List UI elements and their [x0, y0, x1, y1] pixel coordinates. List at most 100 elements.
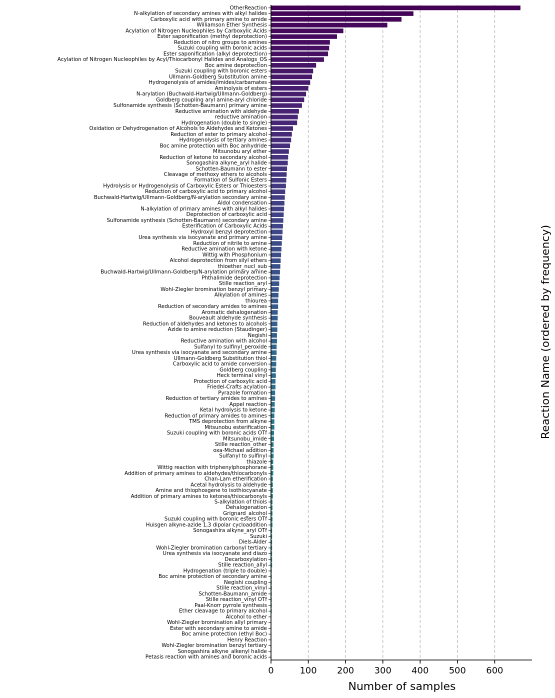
bar	[271, 137, 292, 143]
y-tick-label: Goldberg coupling	[220, 367, 267, 373]
bar	[271, 189, 286, 195]
bar	[271, 166, 288, 172]
y-tick-label: Sulfonamide synthesis (Schotten-Baumann)…	[113, 103, 267, 109]
y-tick-label: reductive amination	[215, 115, 267, 121]
y-tick-label: Friedel-Crafts acylation	[207, 385, 267, 391]
y-tick-label: Suzuki coupling with boronic esters	[175, 69, 267, 75]
bar	[271, 91, 307, 97]
bar	[271, 22, 388, 28]
bar	[271, 310, 278, 315]
bar	[271, 488, 273, 493]
y-tick-label: Reduction of nitro groups to amines	[174, 40, 267, 46]
bar	[271, 528, 273, 534]
bar	[271, 557, 273, 562]
y-tick-label: thioether_nucl_sub	[218, 264, 268, 270]
y-tick-label: Bouveault aldehyde synthesis	[189, 316, 267, 322]
y-tick-label: Urea synthesis via isocyanate and second…	[132, 350, 267, 356]
bar	[271, 511, 273, 516]
y-tick-label: Reduction of nitrile to amine	[193, 241, 267, 247]
y-tick-label: Reduction of primary amides to amines	[165, 413, 268, 419]
y-tick-label: Mitsunobu_imide	[223, 436, 267, 442]
bar	[271, 356, 277, 361]
bar	[271, 350, 277, 355]
bar	[271, 114, 298, 120]
y-tick-label: Amine and thiophosgene to isothiocyanate	[156, 488, 268, 494]
x-tick-label: 0	[268, 667, 274, 677]
bar	[271, 453, 274, 459]
y-tick-label: Ester saponification (methyl deprotectio…	[157, 34, 267, 40]
bar	[271, 413, 275, 419]
y-tick-label: Alcohol deprotection from silyl ethers	[170, 258, 268, 264]
y-tick-label: Sonogashira alkyne_alkenyl halide	[178, 649, 267, 655]
y-tick-label: Mitsunobu aryl ether	[213, 149, 268, 155]
x-tick-label: 100	[300, 667, 317, 677]
y-tick-label: Reduction of tertiary amides to amines	[166, 396, 268, 402]
bar	[271, 206, 285, 212]
y-tick-label: Wohl-Ziegler bromination benzyl tertiary	[162, 643, 267, 649]
bar	[271, 396, 276, 401]
x-axis-label: Number of samples	[348, 680, 456, 693]
y-tick-label: Boc amine protection (ethyl Boc)	[182, 632, 268, 638]
bar	[271, 281, 280, 286]
y-tick-label: Pyrazole formation	[218, 390, 267, 396]
bar	[271, 419, 275, 424]
y-tick-label: Schotten-Baumann_amide	[199, 591, 267, 597]
bar	[271, 402, 275, 407]
y-tick-label: Reductive amination with alcohol	[181, 339, 267, 345]
x-tick-label: 600	[486, 667, 503, 677]
y-tick-label: Protection of carboxylic acid	[194, 379, 267, 385]
bar	[271, 493, 273, 499]
bar	[271, 338, 277, 344]
bar	[271, 45, 330, 51]
y-tick-label: Deprotection of carboxylic acid	[186, 212, 267, 218]
bar	[271, 315, 278, 321]
y-tick-label: Carboxylic acid to amide conversion	[173, 362, 267, 368]
bar	[271, 120, 298, 126]
y-tick-label: Wittig with Phosphonium	[202, 252, 267, 258]
y-tick-label: Hydroxyl benzyl deprotection	[191, 229, 267, 235]
y-tick-label: Oxidation or Dehydrogenation of Alcohols…	[89, 126, 267, 132]
y-tick-label: Alcohol to ether	[226, 614, 268, 620]
y-tick-label: Ester saponification (alkyl deprotection…	[163, 51, 267, 57]
bar	[271, 436, 274, 442]
bar	[271, 86, 309, 91]
y-tick-label: Reductive amination with aldehyde	[175, 109, 267, 115]
y-tick-label: thiazole	[247, 459, 267, 465]
y-tick-label: Phthalimide deprotection	[202, 275, 267, 281]
y-tick-label: Sulfonamide synthesis (Schotten-Baumann)…	[107, 218, 267, 224]
y-tick-label: Buchwald-Hartwig/Ullmann-Goldberg/N-aryl…	[101, 270, 267, 276]
bar	[271, 361, 277, 367]
y-tick-label: Carboxylic acid with primary amine to am…	[150, 17, 267, 23]
bar	[271, 252, 282, 258]
y-tick-label: Urea synthesis via isocyanate and diazo	[163, 551, 267, 557]
y-tick-label: Hydrogenolysis of tertiary amines	[179, 138, 267, 144]
y-tick-label: Ether cleavage to primary alcohol	[179, 609, 267, 615]
y-tick-label: Addition of primary amines to ketones/th…	[131, 494, 268, 500]
y-tick-label: thiourea	[245, 298, 267, 304]
y-tick-label: N-arylation (Buchwald-Hartwig/Ullmann-Go…	[136, 92, 267, 98]
y-tick-label: Huisgen alkyne-azide 1,3 dipolar cycload…	[146, 522, 267, 528]
y-tick-label: Ketal hydrolysis to ketone	[200, 408, 267, 414]
y-tick-label: Wohl-Ziegler bromination allyl primary	[167, 620, 267, 626]
bar	[271, 97, 305, 103]
bar	[271, 476, 273, 482]
y-tick-label: Aminolysis of esters	[215, 86, 267, 92]
bar	[271, 304, 279, 309]
y-tick-label: Addition of primary amines to aldehydes/…	[125, 471, 268, 477]
bar	[271, 505, 273, 511]
bar	[271, 108, 299, 114]
y-tick-label: Alkylation of amines	[214, 293, 267, 299]
y-tick-label: Stille reaction_vinyl	[216, 586, 267, 592]
bar	[271, 34, 337, 39]
bar	[271, 367, 276, 373]
bar	[271, 545, 273, 551]
bar	[271, 241, 282, 246]
bar	[271, 5, 521, 11]
bar	[271, 28, 344, 34]
bar	[271, 407, 275, 413]
y-tick-label: Formation of Sulfonic Esters	[194, 178, 267, 184]
bar	[271, 384, 276, 390]
bar	[271, 425, 275, 430]
y-tick-label: S-alkylation of thiols	[214, 499, 267, 505]
bar	[271, 390, 276, 396]
